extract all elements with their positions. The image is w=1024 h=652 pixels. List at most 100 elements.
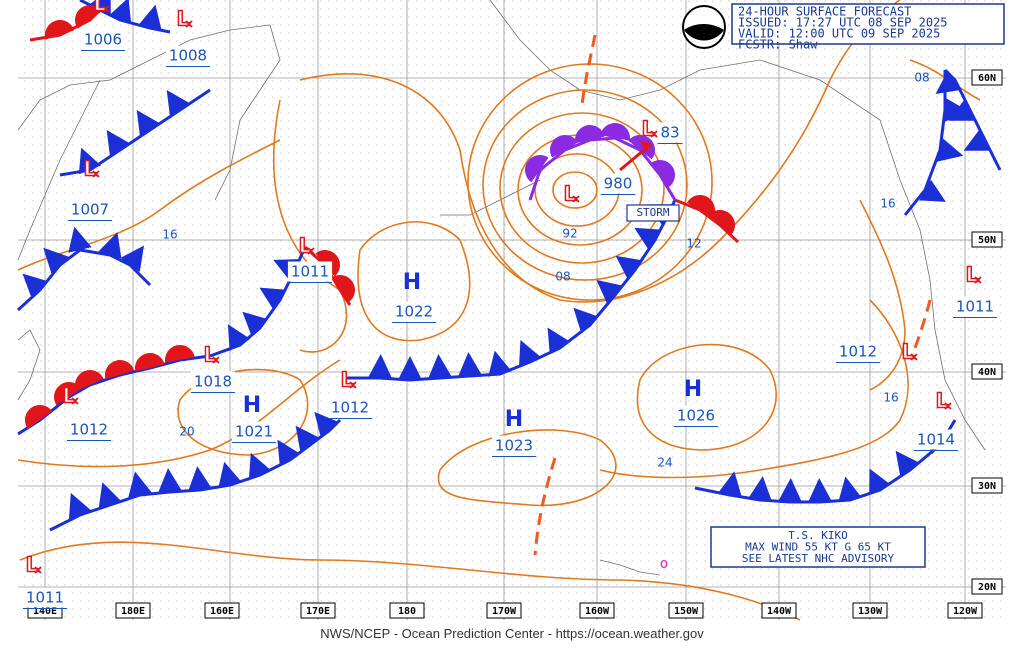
low-pressure-box (835, 341, 881, 362)
high-pressure: 1026 (677, 407, 715, 425)
high-pressure-box (391, 301, 437, 322)
high-pressure: 1023 (495, 437, 533, 455)
low-center (71, 397, 79, 405)
longitude-label: 150W (674, 606, 699, 617)
low-symbol: L (26, 553, 39, 577)
longitude-label: 160E (210, 606, 234, 617)
header-forecaster: FCSTR: Shaw (738, 38, 818, 52)
low-symbol: L (84, 157, 97, 181)
advisory-line: T.S. KIKO (788, 529, 848, 542)
longitude-label-box (761, 602, 797, 619)
high-pressure: 1021 (235, 423, 273, 441)
latitude-label: 20N (978, 582, 996, 593)
longitude-label: 180 (398, 606, 416, 617)
low-pressure-box (327, 397, 373, 418)
latitude-label: 50N (978, 235, 996, 246)
storm-box (626, 204, 680, 222)
longitude-label: 120W (953, 606, 978, 617)
high-pressure-box (231, 421, 277, 442)
longitude-label: 160W (585, 606, 610, 617)
header-box (731, 3, 1005, 45)
low-center (307, 247, 315, 255)
low-symbol: L (936, 389, 949, 413)
high-symbol: H (684, 377, 702, 402)
low-pressure-box (80, 29, 126, 50)
low-center (974, 276, 982, 284)
low-center (185, 20, 193, 28)
isobar-label: 12 (686, 237, 701, 251)
longitude-label-box (204, 602, 240, 619)
longitude-label: 170W (492, 606, 517, 617)
low-symbol: L (341, 368, 354, 392)
low-pressure: 1012 (839, 343, 877, 361)
isobar-label: 16 (162, 228, 177, 242)
header-title: 24-HOUR SURFACE FORECAST (738, 5, 911, 19)
low-symbol: L (902, 340, 915, 364)
advisory-box (710, 526, 926, 568)
low-pressure: 83 (660, 124, 679, 142)
isobar-label: 08 (914, 71, 929, 85)
low-pressure-box (190, 371, 236, 392)
low-pressure-box (67, 199, 113, 220)
isobar-label: 16 (883, 391, 898, 405)
low-pressure: 1018 (194, 373, 232, 391)
low-pressure: 1008 (169, 47, 207, 65)
longitude-label: 130W (858, 606, 883, 617)
low-center (944, 402, 952, 410)
low-pressure-box (165, 45, 211, 66)
longitude-label: 180E (121, 606, 145, 617)
low-pressure-box (952, 296, 998, 317)
low-pressure: 1014 (917, 431, 955, 449)
low-pressure-box (600, 173, 636, 194)
latitude-label-box (971, 231, 1003, 248)
low-pressure: 1011 (291, 263, 329, 281)
latitude-label: 40N (978, 367, 996, 378)
footer: NWS/NCEP - Ocean Prediction Center - htt… (320, 626, 704, 641)
low-symbol: L (63, 384, 76, 408)
low-pressure: 980 (604, 175, 633, 193)
longitude-label-box (947, 602, 983, 619)
low-pressure: 1006 (84, 31, 122, 49)
storm-label: STORM (636, 206, 669, 219)
latitude-label-box (971, 363, 1003, 380)
low-symbol: L (564, 182, 577, 206)
header-issued: ISSUED: 17:27 UTC 08 SEP 2025 (738, 16, 948, 30)
high-pressure-box (673, 405, 719, 426)
low-center (650, 130, 658, 138)
isobar-label: 24 (657, 456, 672, 470)
longitude-label-box (852, 602, 888, 619)
isobar-label: 08 (555, 270, 570, 284)
latitude-label: 30N (978, 481, 996, 492)
low-center (910, 353, 918, 361)
advisory-line: MAX WIND 55 KT G 65 KT (745, 541, 891, 554)
noaa-logo (682, 5, 726, 49)
longitude-label-box (668, 602, 704, 619)
longitude-label-box (115, 602, 151, 619)
latitude-label-box (971, 578, 1003, 595)
high-symbol: H (243, 393, 261, 418)
tropical-storm-symbol: o (660, 556, 668, 572)
low-symbol: L (642, 117, 655, 141)
low-pressure-box (22, 587, 68, 608)
latitude-label-box (971, 69, 1003, 86)
high-symbol: H (505, 407, 523, 432)
isobar-label: 20 (179, 425, 194, 439)
low-center (34, 566, 42, 574)
low-center (349, 381, 357, 389)
low-pressure-box (657, 122, 683, 143)
low-symbol: L (299, 234, 312, 258)
low-center (572, 195, 580, 203)
low-symbol: L (177, 7, 190, 31)
longitude-label: 140W (767, 606, 792, 617)
low-pressure-box (913, 429, 959, 450)
low-pressure: 1007 (71, 201, 109, 219)
low-center (92, 170, 100, 178)
longitude-label: 140E (33, 606, 57, 617)
high-symbol: H (403, 270, 421, 295)
low-symbol: L (966, 263, 979, 287)
high-pressure: 1022 (395, 303, 433, 321)
latitude-label: 60N (978, 73, 996, 84)
low-symbol: L (204, 343, 217, 367)
